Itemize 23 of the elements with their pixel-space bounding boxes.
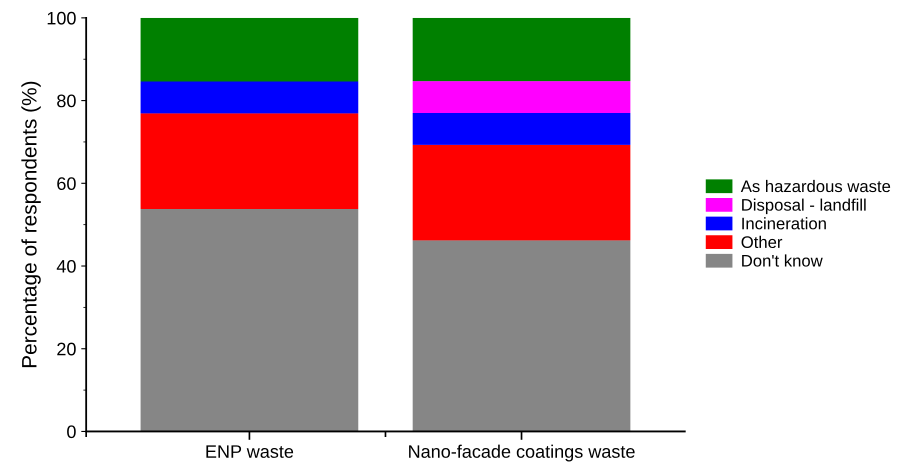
bar	[140, 18, 358, 82]
x-tick-label: Nano-facade coatings waste	[409, 444, 635, 462]
bar	[412, 81, 630, 113]
y-tick-label: 20	[57, 342, 76, 356]
y-axis-title: Percentage of respondents (%)	[21, 82, 41, 368]
bar	[140, 208, 358, 432]
legend-label: Disposal - landfill	[742, 198, 866, 214]
bar	[140, 82, 358, 114]
y-tick-label: 0	[67, 425, 76, 438]
y-tick-label: 80	[57, 94, 76, 108]
bar	[412, 144, 630, 240]
legend-label: Incineration	[742, 217, 826, 230]
x-tick-label: ENP waste	[206, 445, 294, 458]
y-tick-label: 40	[56, 260, 76, 273]
y-tick-label: 100	[48, 12, 76, 25]
y-tick-label: 60	[57, 177, 76, 190]
legend-label: Other	[742, 236, 782, 248]
bar	[140, 113, 358, 209]
legend-label: Don't know	[742, 254, 823, 267]
bar	[412, 240, 630, 432]
legend-label: As hazardous waste	[740, 180, 890, 192]
bar	[412, 18, 630, 82]
bar	[412, 112, 630, 145]
